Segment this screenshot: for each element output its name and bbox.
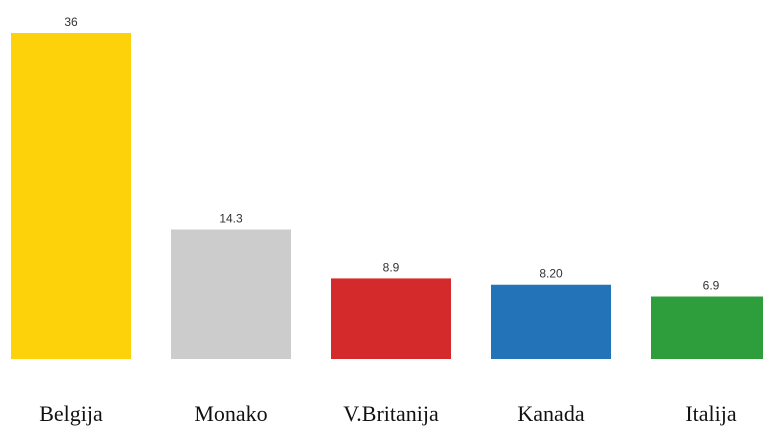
value-label-kanada: 8.20 xyxy=(539,267,563,281)
bar-v-britanija xyxy=(331,278,451,359)
value-label-belgija: 36 xyxy=(64,15,78,29)
value-label-italija: 6.9 xyxy=(703,279,720,293)
bar-belgija xyxy=(11,33,131,359)
value-label-monako: 14.3 xyxy=(219,212,243,226)
bar-italija xyxy=(651,296,763,359)
value-label-v-britanija: 8.9 xyxy=(383,260,400,274)
category-label-italija: Italija xyxy=(685,401,737,426)
category-labels-group: Belgija Monako V.Britanija Kanada Italija xyxy=(39,401,737,426)
category-label-belgija: Belgija xyxy=(39,401,103,426)
category-label-v-britanija: V.Britanija xyxy=(343,401,439,426)
bar-monako xyxy=(171,229,291,359)
category-label-monako: Monako xyxy=(194,401,267,426)
category-label-kanada: Kanada xyxy=(517,401,584,426)
bar-kanada xyxy=(491,284,611,359)
value-labels-group: 36 14.3 8.9 8.20 6.9 xyxy=(64,15,719,293)
bars-group xyxy=(11,33,763,359)
